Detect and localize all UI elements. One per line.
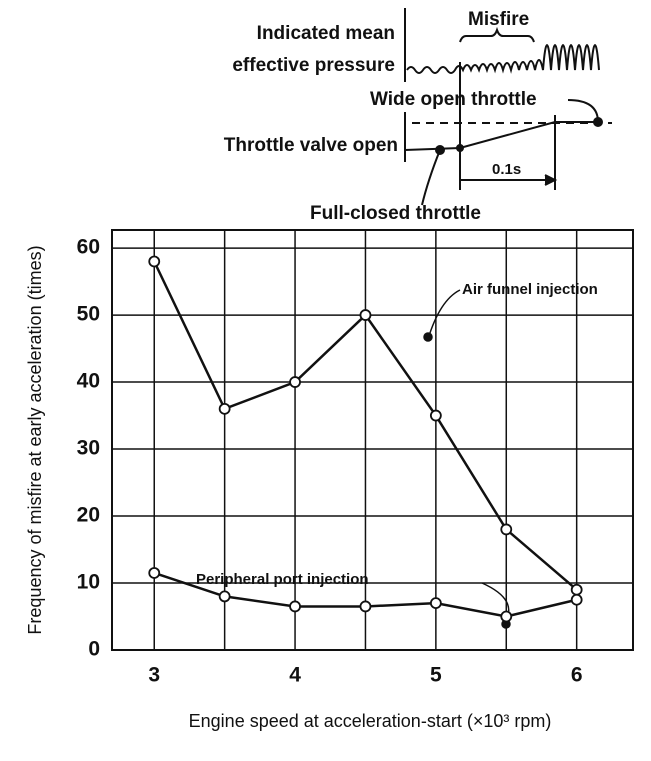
inset-label: Indicated mean [257, 23, 395, 44]
series-label: Air funnel injection [462, 281, 598, 298]
data-point [148, 567, 161, 579]
inset-label: effective pressure [232, 55, 395, 76]
y-tick-label: 50 [77, 303, 100, 326]
x-axis-label: Engine speed at acceleration-start (×10³… [189, 711, 552, 731]
inset-label: Throttle valve open [224, 135, 398, 156]
data-point [429, 597, 442, 610]
inset-label: Misfire [468, 9, 529, 30]
data-point [218, 590, 231, 603]
inset-diagram [404, 8, 612, 206]
data-point [570, 583, 583, 596]
y-axis-label: Frequency of misfire at early accelerati… [25, 245, 45, 634]
data-point [570, 593, 583, 606]
data-point [359, 309, 372, 321]
data-point [289, 600, 301, 613]
y-tick-label: 30 [77, 437, 100, 460]
y-tick-label: 40 [77, 370, 100, 393]
data-point [429, 409, 442, 422]
inset-label: Full-closed throttle [310, 203, 481, 224]
data-point [500, 610, 513, 623]
data-point [500, 523, 513, 536]
y-tick-label: 20 [77, 504, 100, 527]
data-point [359, 600, 372, 613]
x-tick-label: 6 [571, 664, 583, 687]
series-label: Peripheral port injection [196, 571, 369, 588]
x-tick-label: 4 [289, 664, 301, 687]
x-tick-label: 5 [430, 664, 442, 687]
x-tick-label: 3 [148, 664, 160, 687]
y-tick-label: 10 [77, 571, 100, 594]
leaders [423, 289, 511, 629]
inset-label: 0.1s [492, 161, 521, 178]
y-tick-label: 0 [88, 638, 100, 661]
data-point [289, 376, 301, 388]
inset-label: Wide open throttle [370, 89, 537, 110]
y-tick-label: 60 [77, 236, 100, 259]
data-point [148, 255, 161, 268]
data-point [218, 402, 231, 415]
